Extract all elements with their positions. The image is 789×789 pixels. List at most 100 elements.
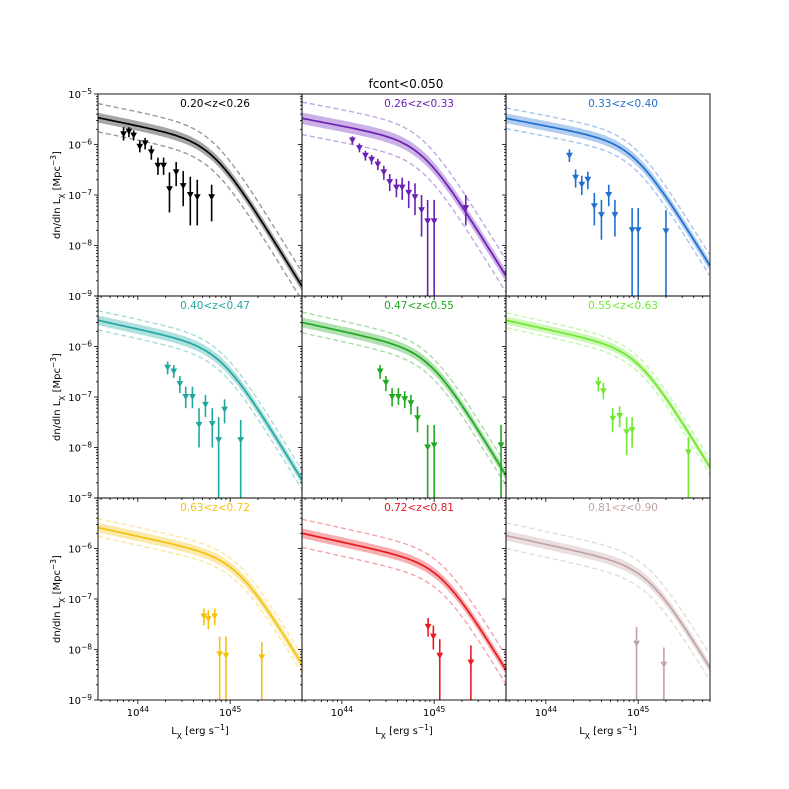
point-marker [125, 128, 133, 135]
y-axis-label: dn/dln LX [Mpc−3] [49, 555, 67, 643]
x-axis-label: LX [erg s−1] [579, 723, 637, 741]
plot-area [302, 518, 506, 700]
point-marker [497, 442, 505, 449]
data-point [401, 391, 409, 409]
point-marker [578, 181, 586, 188]
data-point [623, 417, 631, 456]
data-point [154, 157, 162, 175]
model-lower-dashed [506, 547, 710, 682]
data-point [176, 376, 184, 394]
data-point [605, 184, 613, 207]
data-point [164, 361, 172, 375]
model-line [302, 532, 506, 671]
model-band [506, 316, 710, 472]
point-marker [182, 394, 190, 401]
point-marker [572, 174, 580, 181]
point-marker [590, 203, 598, 210]
point-marker [368, 156, 376, 163]
y-tick-label: 10−8 [68, 642, 92, 657]
model-lower-dashed [506, 327, 710, 476]
data-point [362, 150, 369, 161]
panel-5: 0.47<z<0.55 [298, 295, 507, 502]
point-marker [660, 661, 668, 668]
model-lower-dashed [98, 329, 302, 490]
data-point [594, 376, 602, 392]
panel-label: 0.33<z<0.40 [588, 98, 658, 110]
point-marker [584, 176, 592, 183]
point-marker [611, 212, 619, 219]
panel-6: 0.55<z<0.63 [502, 295, 711, 502]
model-lower-dashed [302, 133, 506, 293]
point-marker [395, 394, 402, 401]
data-point [430, 424, 438, 498]
point-marker [380, 169, 388, 176]
model-band [302, 528, 506, 675]
x-axis-label: LX [erg s−1] [375, 723, 433, 741]
model-upper-dashed [506, 522, 710, 656]
point-marker [348, 137, 356, 144]
data-point [616, 406, 624, 428]
data-point [407, 394, 415, 415]
plot-area [98, 310, 302, 498]
data-point [172, 162, 180, 187]
data-point [356, 143, 363, 153]
data-point [584, 171, 592, 190]
data-point [186, 176, 194, 226]
data-point [204, 610, 212, 630]
y-tick-label: 10−7 [68, 188, 92, 203]
data-point [398, 177, 406, 200]
point-marker [170, 368, 178, 375]
point-marker [216, 651, 224, 658]
model-line [98, 526, 302, 665]
data-point [374, 158, 382, 171]
data-point [566, 149, 573, 163]
y-tick-label: 10−9 [68, 289, 92, 304]
data-point [660, 647, 668, 700]
point-marker [388, 394, 396, 401]
data-point [430, 199, 438, 296]
panel-9: 0.81<z<0.90 1044 1045 LX [erg s−1] [502, 497, 711, 741]
y-tick-label: 10−6 [68, 339, 92, 354]
point-marker [462, 205, 470, 212]
plot-area [302, 101, 506, 296]
point-marker [616, 413, 624, 420]
point-marker [222, 652, 230, 660]
point-marker [393, 184, 400, 191]
point-marker [193, 194, 201, 201]
data-point [424, 199, 432, 296]
data-point [160, 157, 167, 175]
data-point [200, 608, 208, 626]
panel-4: 0.40<z<0.47 10−9 10−8 10−7 10−6dn/dln LX [Mp… [49, 295, 303, 505]
model-line [302, 321, 506, 476]
data-point [166, 172, 173, 213]
model-band [302, 112, 506, 282]
point-marker [189, 394, 196, 401]
model-band [302, 317, 506, 481]
panel-label: 0.40<z<0.47 [180, 300, 250, 312]
point-marker [424, 218, 432, 225]
x-tick-label: 1045 [627, 705, 650, 720]
data-point [628, 208, 636, 296]
data-point [193, 179, 201, 226]
point-marker [172, 169, 180, 176]
panel-label: 0.47<z<0.55 [384, 300, 454, 312]
axes-frame [97, 497, 303, 701]
plot-area [506, 522, 710, 700]
point-marker [430, 218, 438, 225]
panel-label: 0.20<z<0.26 [180, 98, 250, 110]
model-lower-dashed [98, 535, 302, 674]
x-tick-label: 1044 [331, 705, 354, 720]
point-marker [436, 652, 444, 660]
data-point [147, 145, 155, 160]
y-tick-label: 10−7 [68, 390, 92, 405]
point-marker [634, 227, 642, 234]
data-point [411, 183, 419, 216]
data-point [170, 365, 178, 378]
point-marker [356, 145, 363, 152]
plot-area [302, 311, 506, 498]
y-tick-label: 10−8 [68, 440, 92, 455]
point-marker [633, 640, 640, 647]
y-axis-label: dn/dln LX [Mpc−3] [49, 353, 67, 441]
data-point [386, 174, 394, 192]
data-point [120, 127, 127, 141]
